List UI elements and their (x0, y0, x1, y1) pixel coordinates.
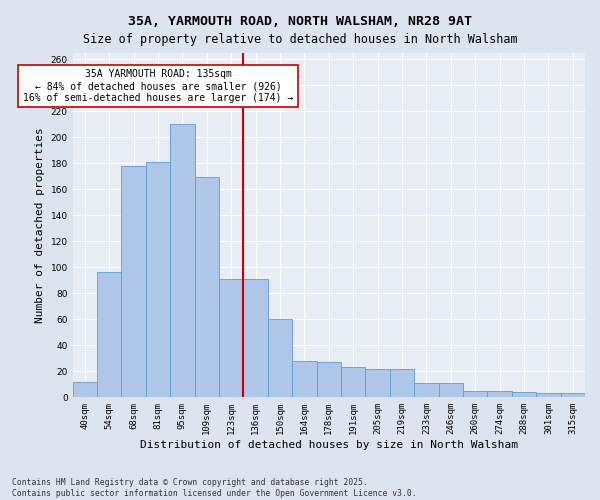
Bar (560, 394, 585, 398)
Bar (365, 368, 390, 398)
Bar (390, 368, 414, 398)
Bar (487, 391, 512, 398)
Bar (317, 362, 341, 398)
Y-axis label: Number of detached properties: Number of detached properties (35, 127, 45, 323)
Bar (219, 279, 244, 398)
X-axis label: Distribution of detached houses by size in North Walsham: Distribution of detached houses by size … (140, 440, 518, 450)
Bar (146, 162, 170, 398)
Bar (121, 166, 146, 398)
Bar (268, 320, 292, 398)
Bar (439, 383, 463, 398)
Bar (170, 124, 194, 398)
Text: 35A, YARMOUTH ROAD, NORTH WALSHAM, NR28 9AT: 35A, YARMOUTH ROAD, NORTH WALSHAM, NR28 … (128, 15, 472, 28)
Bar (341, 368, 365, 398)
Bar (536, 394, 560, 398)
Bar (97, 272, 121, 398)
Bar (244, 279, 268, 398)
Text: Size of property relative to detached houses in North Walsham: Size of property relative to detached ho… (83, 32, 517, 46)
Bar (194, 178, 219, 398)
Text: 35A YARMOUTH ROAD: 135sqm
← 84% of detached houses are smaller (926)
16% of semi: 35A YARMOUTH ROAD: 135sqm ← 84% of detac… (23, 70, 293, 102)
Bar (463, 391, 487, 398)
Bar (414, 383, 439, 398)
Bar (292, 361, 317, 398)
Bar (73, 382, 97, 398)
Bar (512, 392, 536, 398)
Text: Contains HM Land Registry data © Crown copyright and database right 2025.
Contai: Contains HM Land Registry data © Crown c… (12, 478, 416, 498)
